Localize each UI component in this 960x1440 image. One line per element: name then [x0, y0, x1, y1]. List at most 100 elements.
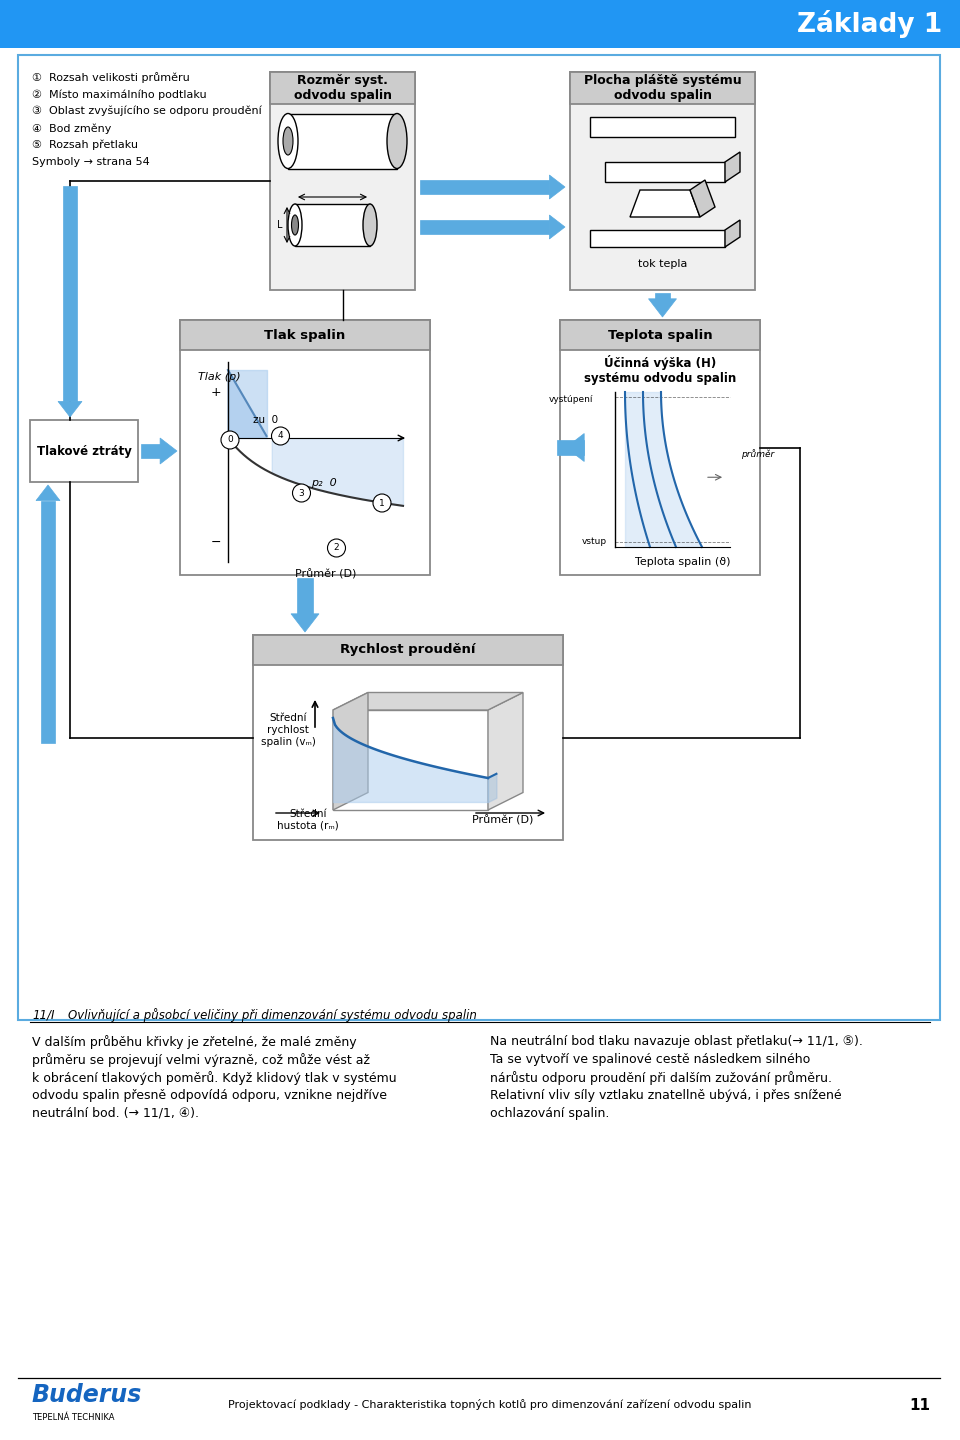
- Polygon shape: [549, 215, 565, 239]
- Text: Plocha pláště systému
odvodu spalin: Plocha pláště systému odvodu spalin: [584, 73, 741, 102]
- Text: ④  Bod změny: ④ Bod změny: [32, 122, 111, 134]
- Text: 2: 2: [334, 543, 339, 553]
- Text: Ta se vytvoří ve spalinové cestě následkem silného: Ta se vytvoří ve spalinové cestě následk…: [490, 1053, 810, 1066]
- Polygon shape: [141, 444, 160, 458]
- Polygon shape: [557, 439, 585, 455]
- Text: neutrální bod. (→ 11/1, ④).: neutrální bod. (→ 11/1, ④).: [32, 1107, 199, 1120]
- FancyBboxPatch shape: [590, 117, 735, 137]
- Polygon shape: [41, 501, 55, 743]
- Text: ③  Oblast zvyšujícího se odporu proudění: ③ Oblast zvyšujícího se odporu proudění: [32, 107, 262, 117]
- FancyBboxPatch shape: [570, 72, 755, 289]
- Ellipse shape: [292, 215, 299, 235]
- Ellipse shape: [387, 114, 407, 168]
- Text: Ovlivňující a působcí veličiny při dimenzování systému odvodu spalin: Ovlivňující a působcí veličiny při dimen…: [68, 1008, 477, 1022]
- Text: Teplota spalin: Teplota spalin: [608, 328, 712, 341]
- Text: Tlakové ztráty: Tlakové ztráty: [36, 445, 132, 458]
- Text: Rozměr syst.
odvodu spalin: Rozměr syst. odvodu spalin: [294, 73, 392, 102]
- Ellipse shape: [288, 204, 302, 246]
- Text: Průměr (D): Průměr (D): [295, 569, 356, 579]
- Polygon shape: [36, 485, 60, 501]
- FancyBboxPatch shape: [18, 55, 940, 1020]
- Text: Průměr (D): Průměr (D): [472, 815, 534, 825]
- Polygon shape: [160, 438, 177, 464]
- Text: −: −: [211, 536, 221, 549]
- FancyBboxPatch shape: [253, 635, 563, 840]
- Text: Teplota spalin (ϑ): Teplota spalin (ϑ): [635, 557, 731, 567]
- Polygon shape: [649, 298, 677, 317]
- Circle shape: [221, 431, 239, 449]
- FancyBboxPatch shape: [30, 420, 138, 482]
- Ellipse shape: [283, 127, 293, 156]
- Polygon shape: [725, 220, 740, 248]
- Circle shape: [327, 539, 346, 557]
- Text: Tlak spalin: Tlak spalin: [264, 328, 346, 341]
- Text: Střední
rychlost
spalin (vₘ): Střední rychlost spalin (vₘ): [260, 713, 316, 746]
- FancyBboxPatch shape: [180, 320, 430, 575]
- Text: Střední
hustota (rₘ): Střední hustota (rₘ): [277, 809, 339, 831]
- Polygon shape: [420, 180, 549, 193]
- Polygon shape: [655, 292, 670, 298]
- FancyBboxPatch shape: [560, 320, 760, 575]
- Polygon shape: [725, 153, 740, 181]
- FancyBboxPatch shape: [270, 72, 415, 104]
- Circle shape: [272, 428, 290, 445]
- Text: Symboly → strana 54: Symboly → strana 54: [32, 157, 150, 167]
- Text: průměr: průměr: [741, 449, 775, 459]
- FancyBboxPatch shape: [0, 0, 960, 48]
- Polygon shape: [605, 161, 725, 181]
- Text: ochlazování spalin.: ochlazování spalin.: [490, 1107, 610, 1120]
- Text: Relativní vliv síly vztlaku znatellně ubývá, i přes snížené: Relativní vliv síly vztlaku znatellně ub…: [490, 1089, 842, 1102]
- Text: ①  Rozsah velikosti průměru: ① Rozsah velikosti průměru: [32, 72, 190, 84]
- Text: L: L: [276, 220, 282, 230]
- Polygon shape: [333, 693, 368, 809]
- Polygon shape: [333, 693, 523, 710]
- Polygon shape: [549, 176, 565, 199]
- Polygon shape: [590, 230, 725, 248]
- Circle shape: [293, 484, 310, 503]
- Text: p₂  0: p₂ 0: [311, 478, 337, 488]
- Text: vstup: vstup: [582, 537, 607, 547]
- Polygon shape: [228, 370, 267, 438]
- Polygon shape: [333, 710, 488, 809]
- Text: Rychlost proudění: Rychlost proudění: [340, 644, 476, 657]
- FancyBboxPatch shape: [560, 320, 760, 350]
- FancyBboxPatch shape: [253, 635, 563, 665]
- FancyBboxPatch shape: [570, 72, 755, 104]
- Polygon shape: [630, 190, 700, 217]
- Text: 0: 0: [228, 435, 233, 445]
- Text: Základy 1: Základy 1: [798, 10, 943, 37]
- Text: V dalším průběhu křivky je zřetelné, že malé změny: V dalším průběhu křivky je zřetelné, že …: [32, 1035, 356, 1048]
- Text: 11: 11: [909, 1397, 930, 1413]
- FancyBboxPatch shape: [180, 320, 430, 350]
- Text: +: +: [210, 386, 222, 399]
- Text: vystúpení: vystúpení: [548, 396, 593, 405]
- Text: Projektovací podklady - Charakteristika topných kotlů pro dimenzování zařízení o: Projektovací podklady - Charakteristika …: [228, 1400, 752, 1411]
- Text: Na neutrální bod tlaku navazuje oblast přetlaku(→ 11/1, ⑤).: Na neutrální bod tlaku navazuje oblast p…: [490, 1035, 863, 1048]
- Text: k obrácení tlakových poměrů. Když klidový tlak v systému: k obrácení tlakových poměrů. Když klidov…: [32, 1071, 396, 1084]
- Polygon shape: [63, 186, 77, 402]
- Text: 1: 1: [379, 498, 385, 507]
- FancyBboxPatch shape: [288, 114, 397, 168]
- Text: 11/I: 11/I: [32, 1008, 55, 1021]
- Text: průměru se projevují velmi výrazně, což může vést až: průměru se projevují velmi výrazně, což …: [32, 1053, 370, 1067]
- Circle shape: [373, 494, 391, 513]
- Text: Účinná výška (H)
systému odvodu spalin: Účinná výška (H) systému odvodu spalin: [584, 356, 736, 384]
- Text: ⑤  Rozsah přetlaku: ⑤ Rozsah přetlaku: [32, 140, 138, 151]
- Polygon shape: [291, 613, 319, 632]
- Text: Tlak (p): Tlak (p): [198, 372, 241, 382]
- Text: nárůstu odporu proudění při dalším zužování průměru.: nárůstu odporu proudění při dalším zužov…: [490, 1071, 832, 1084]
- Text: Buderus: Buderus: [32, 1382, 142, 1407]
- FancyBboxPatch shape: [295, 204, 370, 246]
- Text: odvodu spalin přesně odpovídá odporu, vznikne nejdříve: odvodu spalin přesně odpovídá odporu, vz…: [32, 1089, 387, 1102]
- Text: tok tepla: tok tepla: [637, 259, 687, 269]
- Polygon shape: [420, 220, 549, 233]
- Polygon shape: [298, 577, 313, 613]
- Text: TEPELNÁ TECHNIKA: TEPELNÁ TECHNIKA: [32, 1414, 114, 1423]
- Polygon shape: [58, 402, 82, 418]
- FancyBboxPatch shape: [270, 72, 415, 289]
- Polygon shape: [488, 693, 523, 809]
- Text: zu  0: zu 0: [253, 415, 278, 425]
- Polygon shape: [690, 180, 715, 217]
- Text: ②  Místo maximálního podtlaku: ② Místo maximálního podtlaku: [32, 89, 206, 99]
- Text: 3: 3: [299, 488, 304, 497]
